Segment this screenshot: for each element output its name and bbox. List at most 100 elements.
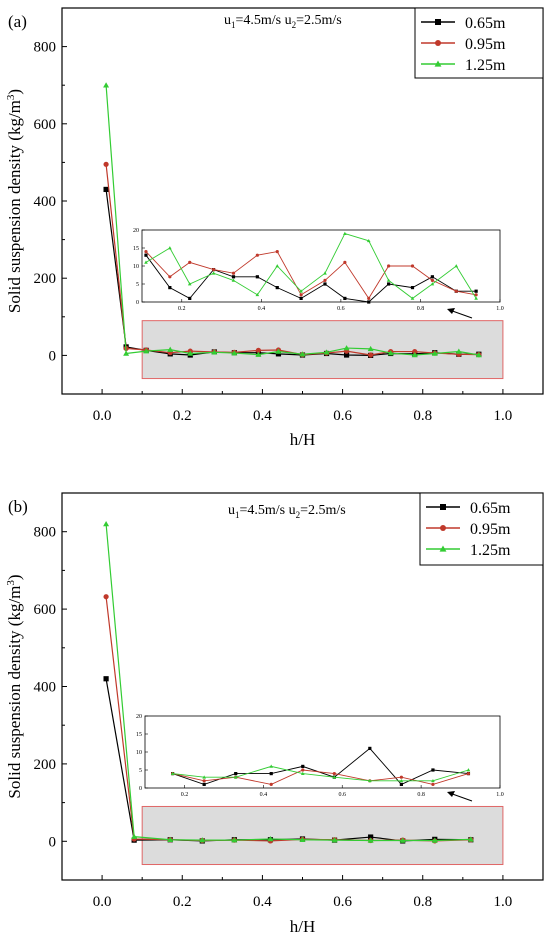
data-point	[431, 350, 438, 356]
inset-x-tick-label: 0.6	[338, 792, 346, 798]
inset-data-point	[299, 289, 303, 293]
y-tick-label: 200	[34, 271, 57, 287]
inset-x-tick-label: 0.6	[337, 306, 345, 312]
inset-data-point	[323, 278, 327, 282]
x-tick-label: 0.2	[173, 894, 192, 910]
inset-data-point	[323, 271, 327, 275]
data-point	[103, 82, 110, 88]
inset-y-tick-label: 15	[133, 246, 139, 252]
x-tick-label: 0.4	[253, 408, 272, 424]
inset-data-point	[202, 779, 206, 783]
inset-x-tick-label: 0.8	[417, 792, 425, 798]
inset-data-point	[431, 782, 435, 787]
data-point	[103, 161, 109, 167]
legend: 0.65m 0.95m 1.25m	[414, 7, 544, 79]
data-point	[431, 837, 438, 843]
inset-y-tick-label: 10	[133, 264, 139, 270]
inset-data-point	[431, 768, 435, 772]
inset-data-point	[299, 296, 303, 300]
inset-y-tick-label: 15	[136, 732, 142, 738]
data-point	[199, 837, 206, 843]
data-point	[387, 350, 394, 356]
inset-data-point	[255, 292, 260, 297]
inset-x-tick-label: 0.8	[417, 306, 425, 312]
inset-data-point	[332, 775, 337, 779]
inset-data-point	[454, 264, 459, 268]
y-tick-label: 400	[34, 680, 57, 696]
data-point	[412, 348, 418, 355]
data-point	[467, 836, 474, 842]
data-point	[103, 520, 110, 527]
inset-data-point	[231, 271, 236, 275]
inset-plot: 0 5 10 15 20 0.2 0.4 0.6 0.8 1.0	[133, 228, 504, 312]
inset-data-point	[188, 296, 192, 300]
inset-frame	[144, 715, 501, 789]
inset-data-point	[343, 231, 347, 235]
series-1.25m	[103, 520, 474, 843]
inset-data-point	[269, 782, 273, 787]
y-tick-label: 800	[34, 525, 57, 541]
legend: 0.65m 0.95m 1.25m	[419, 492, 544, 566]
inset-data-point	[387, 264, 391, 268]
data-point	[343, 345, 350, 351]
inset-data-point	[168, 286, 172, 290]
inset-data-point	[430, 282, 435, 286]
inset-data-point	[231, 278, 236, 282]
inset-x-tick-label: 0.2	[181, 792, 189, 798]
x-tick-label: 0.0	[93, 894, 112, 910]
inset-y-tick-label: 5	[139, 768, 142, 774]
inset-data-point	[343, 296, 347, 300]
inset-series-line	[145, 254, 477, 303]
x-tick-label: 0.0	[93, 408, 112, 424]
inset-data-point	[430, 275, 434, 279]
inset-data-point	[332, 772, 336, 776]
inset-series-line	[145, 233, 477, 299]
inset-data-point	[454, 289, 458, 293]
x-tick-label: 0.4	[253, 894, 272, 910]
inset-data-point	[323, 282, 327, 286]
zoom-arrow-head	[447, 308, 455, 314]
inset-y-tick-label: 5	[136, 282, 139, 288]
inset-data-point	[211, 271, 216, 275]
data-point	[131, 833, 138, 839]
velocity-annotation: u1=4.5m/s u2=2.5m/s	[228, 503, 346, 520]
legend-swatch-marker	[434, 60, 442, 67]
legend-swatch-marker	[439, 545, 447, 552]
data-point	[368, 834, 374, 840]
data-point	[255, 351, 262, 357]
data-point	[167, 346, 174, 352]
inset-data-point	[188, 260, 192, 264]
legend-swatch-marker	[440, 504, 446, 510]
panel-label: (a)	[8, 12, 27, 31]
inset-data-point	[399, 775, 403, 779]
data-point	[255, 347, 262, 353]
velocity-annotation: u1=4.5m/s u2=2.5m/s	[224, 13, 342, 30]
inset-series-1.25m	[144, 231, 478, 300]
y-tick-label: 400	[34, 194, 57, 210]
inset-data-point	[474, 296, 478, 300]
legend-label: 0.65m	[465, 15, 506, 32]
inset-y-tick-label: 0	[136, 300, 139, 306]
zoom-arrow-head	[447, 791, 455, 797]
inset-data-point	[275, 250, 279, 254]
inset-data-point	[367, 300, 371, 304]
inset-data-point	[367, 778, 372, 783]
data-point	[343, 352, 350, 358]
data-point	[411, 352, 418, 358]
data-point	[231, 350, 238, 356]
inset-y-tick-label: 10	[136, 750, 142, 756]
x-tick-label: 0.2	[173, 408, 192, 424]
inset-x-tick-label: 1.0	[496, 792, 504, 798]
inset-data-point	[255, 253, 259, 257]
inset-data-point	[170, 771, 175, 775]
data-point	[368, 352, 374, 358]
y-tick-label: 600	[34, 117, 57, 133]
data-point	[323, 349, 330, 355]
inset-data-point	[466, 772, 471, 776]
inset-data-point	[275, 286, 279, 290]
inset-data-point	[430, 278, 434, 282]
data-point	[275, 348, 282, 354]
inset-data-point	[474, 293, 478, 297]
